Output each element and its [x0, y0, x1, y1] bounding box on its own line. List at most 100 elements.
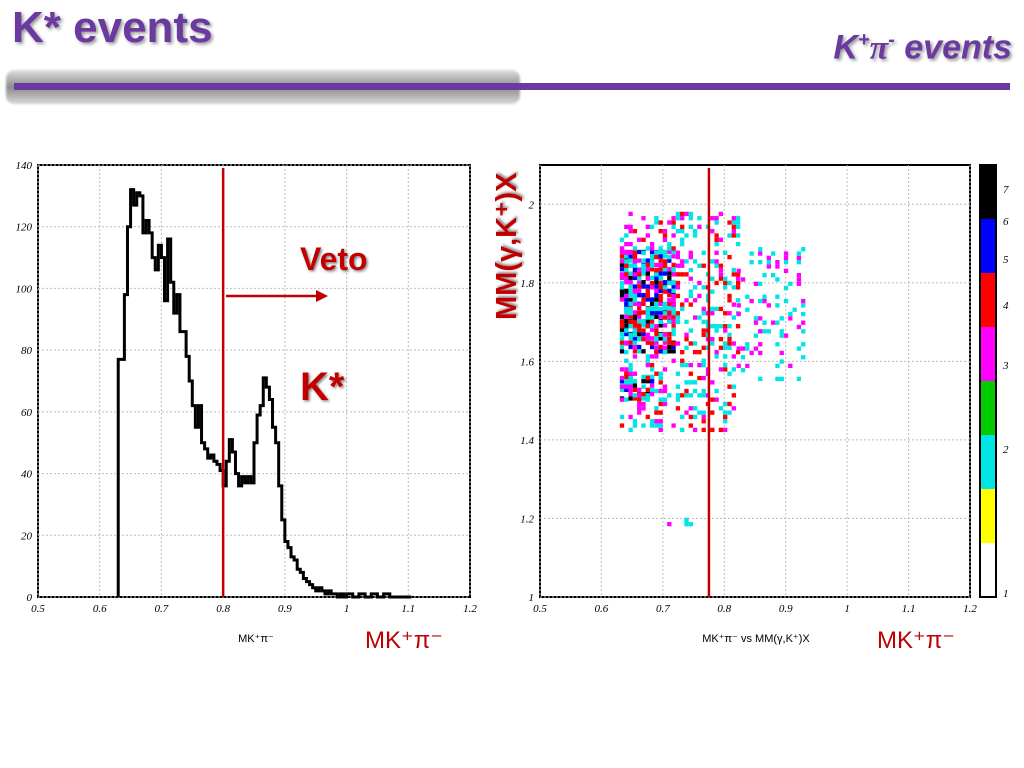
heatmap-cell	[632, 272, 638, 277]
heatmap-cell	[645, 297, 650, 302]
heatmap-cell	[645, 271, 650, 276]
heatmap-cell	[723, 250, 728, 255]
heatmap-cell	[697, 280, 702, 286]
heatmap-cell	[758, 316, 763, 321]
heatmap-cell	[718, 427, 724, 433]
heatmap-cell	[697, 263, 702, 268]
color-scale-frame	[979, 164, 997, 598]
heatmap-cell	[779, 316, 784, 321]
heatmap-cell	[667, 220, 672, 225]
heatmap-cell	[688, 250, 693, 255]
heatmap-cell	[641, 384, 646, 389]
heatmap-cell	[684, 393, 689, 398]
heatmap-cell	[783, 251, 789, 256]
heatmap-cell	[658, 293, 663, 299]
heatmap-cell	[645, 233, 650, 238]
heatmap-cell	[745, 307, 750, 312]
heatmap-cell	[701, 345, 706, 350]
heatmap-cell	[654, 262, 659, 268]
histogram-x-tick-label: 0.6	[93, 603, 107, 615]
heatmap-cell	[775, 260, 780, 265]
heatmap-cell	[680, 229, 685, 234]
heatmap-cell	[628, 254, 633, 259]
heatmap-cell	[735, 216, 741, 221]
heatmap-cell	[641, 423, 646, 428]
histogram-x-tick-label: 0.9	[278, 603, 292, 615]
heatmap-cell	[710, 397, 715, 402]
heatmap-cell	[658, 310, 663, 315]
heatmap-cell	[667, 521, 672, 527]
heatmap-cell	[649, 374, 655, 380]
heatmap-cell	[727, 220, 732, 225]
heatmap-cell	[723, 345, 728, 350]
heatmap-cell	[628, 275, 633, 281]
heatmap-cell	[637, 331, 642, 337]
heatmap-cell	[619, 246, 625, 251]
heatmap-cell	[649, 387, 655, 392]
heatmap-cell	[753, 346, 759, 351]
heatmap-cell	[619, 288, 625, 294]
heatmap-cell	[788, 311, 793, 317]
heatmap-cell	[753, 316, 759, 321]
heatmap-cell	[637, 305, 642, 311]
color-scale: 1 2 3 4 5 6 7	[979, 164, 1009, 600]
heatmap-cell	[645, 379, 650, 384]
heatmap-cell	[645, 393, 650, 398]
heatmap-cell	[701, 263, 706, 268]
heatmap-cell	[649, 327, 655, 332]
heatmap-cell	[649, 324, 655, 329]
color-scale-label: 6	[1003, 216, 1009, 228]
heatmap-cell	[624, 323, 629, 328]
heatmap-cell	[710, 289, 715, 294]
heatmap-cell	[714, 233, 719, 238]
heatmap-cell	[727, 293, 732, 299]
heatmap-cell	[645, 397, 650, 402]
heatmap-cell	[735, 276, 741, 281]
heatmap-cell	[624, 371, 629, 376]
heatmap-cell	[667, 349, 672, 354]
heatmap-cell	[641, 258, 646, 263]
heatmap-cell	[637, 387, 642, 392]
heatmap-cell	[637, 311, 642, 316]
heatmap-cell	[649, 254, 655, 260]
heatmap-cell	[749, 260, 754, 265]
heatmap-cell	[675, 280, 681, 286]
heatmap-cell	[727, 298, 732, 303]
heatmap-cell	[688, 289, 693, 294]
heatmap-cell	[714, 328, 719, 333]
heatmap-cell	[749, 298, 754, 304]
heatmap-x-tick-label: 0.8	[717, 603, 731, 615]
heatmap-cell	[628, 384, 633, 389]
heatmap-cell	[671, 331, 676, 337]
heatmap-cell	[619, 384, 625, 389]
heatmap-cell	[632, 246, 638, 251]
heatmap-cell	[654, 301, 659, 306]
heatmap-cell	[662, 271, 668, 276]
color-scale-segment	[980, 381, 996, 435]
heatmap-cell	[628, 293, 633, 299]
heatmap-cell	[718, 337, 724, 342]
heatmap-cell	[645, 318, 650, 324]
heatmap-cell	[692, 229, 698, 234]
heatmap-cell	[723, 328, 728, 333]
heatmap-cell	[632, 383, 638, 388]
heatmap-cell	[632, 354, 638, 359]
heatmap-cell	[727, 280, 732, 286]
heatmap-cell	[658, 380, 663, 385]
heatmap-cell	[675, 216, 681, 221]
heatmap-cell	[727, 371, 732, 376]
heatmap-cell	[645, 354, 650, 359]
heatmap-cell	[632, 310, 638, 315]
heatmap-cell	[736, 303, 741, 308]
heatmap-cell	[796, 251, 802, 256]
heatmap-cell	[632, 319, 638, 325]
heatmap-cell	[632, 284, 638, 289]
heatmap-cell	[658, 336, 663, 341]
heatmap-cell	[619, 324, 625, 329]
heatmap-cell	[671, 358, 676, 363]
heatmap-cell	[658, 298, 663, 303]
heatmap-cell	[735, 280, 741, 286]
heatmap-cell	[680, 362, 685, 368]
heatmap-cell	[619, 379, 625, 384]
